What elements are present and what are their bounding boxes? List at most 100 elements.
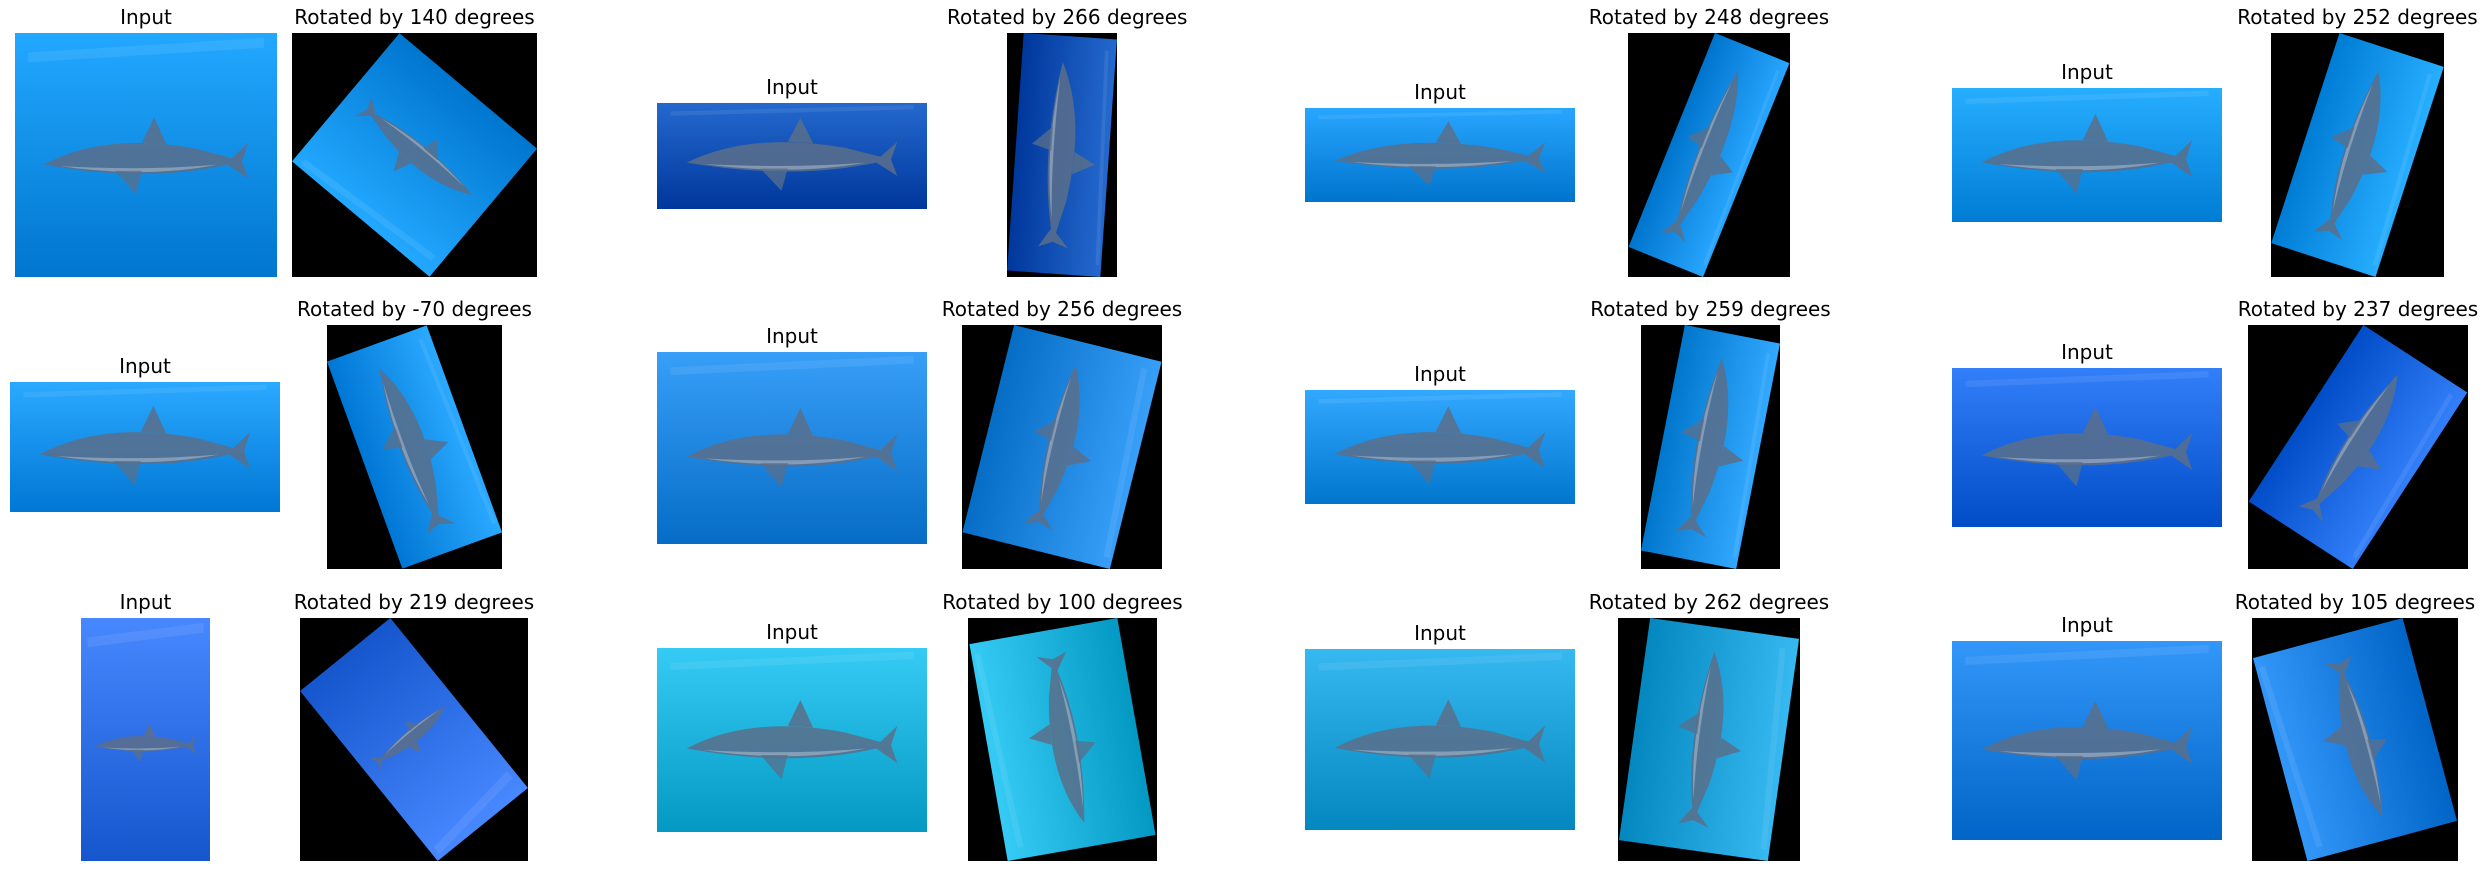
dolphin-dorsal-fin bbox=[1716, 737, 1742, 759]
rotated-panel: Rotated by 256 degrees bbox=[942, 295, 1182, 569]
rotated-title: Rotated by 105 degrees bbox=[2234, 590, 2476, 614]
input-panel: Input bbox=[1305, 360, 1575, 504]
rotated-photo-svg bbox=[1628, 33, 1790, 277]
input-panel: Input bbox=[1305, 619, 1575, 830]
input-panel: Input bbox=[657, 322, 927, 544]
dolphin-dorsal-fin bbox=[2082, 406, 2109, 435]
input-title: Input bbox=[1414, 362, 1466, 386]
rotated-image bbox=[1007, 33, 1117, 277]
input-panel: Input bbox=[1952, 58, 2222, 222]
input-image bbox=[1305, 108, 1575, 202]
input-title: Input bbox=[119, 590, 172, 614]
input-image bbox=[1305, 390, 1575, 504]
rotated-title: Rotated by 219 degrees bbox=[293, 590, 535, 614]
dolphin-dorsal-fin bbox=[2323, 726, 2346, 746]
dolphin-dorsal-fin bbox=[1711, 155, 1733, 176]
rotated-panel: Rotated by 262 degrees bbox=[1589, 588, 1829, 861]
rotated-panel: Rotated by -70 degrees bbox=[297, 295, 532, 569]
rotated-image bbox=[292, 33, 537, 277]
rotated-content bbox=[292, 33, 537, 277]
input-title: Input bbox=[2061, 340, 2113, 364]
dolphin-dorsal-fin bbox=[1071, 152, 1095, 175]
input-panel: Input bbox=[1952, 338, 2222, 527]
dolphin-body bbox=[1675, 357, 1729, 538]
input-photo-svg bbox=[1305, 390, 1575, 504]
input-panel: Input bbox=[10, 352, 280, 512]
input-title: Input bbox=[766, 75, 818, 99]
input-panel: Input bbox=[15, 3, 277, 277]
rotated-image bbox=[962, 325, 1162, 569]
input-image bbox=[657, 352, 927, 544]
input-title: Input bbox=[2061, 613, 2113, 637]
dolphin-dorsal-fin bbox=[2082, 700, 2109, 729]
dolphin-body bbox=[2323, 655, 2383, 817]
rotated-title: Rotated by 266 degrees bbox=[947, 5, 1188, 29]
dolphin-body bbox=[355, 97, 473, 195]
input-panel: Input bbox=[657, 73, 927, 209]
rotated-image bbox=[1628, 33, 1790, 277]
dolphin-dorsal-fin bbox=[408, 740, 421, 753]
rotated-photo-svg bbox=[2252, 618, 2458, 861]
input-image bbox=[657, 648, 927, 832]
input-panel: Input bbox=[1305, 78, 1575, 202]
rotated-image bbox=[968, 618, 1157, 861]
rotated-content bbox=[962, 325, 1162, 569]
dolphin-dorsal-fin bbox=[787, 408, 814, 436]
rotated-photo-svg bbox=[1007, 33, 1117, 277]
rotated-content bbox=[1628, 33, 1790, 277]
rotated-photo-svg bbox=[1618, 618, 1800, 861]
input-image bbox=[1305, 649, 1575, 830]
rotated-content bbox=[969, 618, 1156, 861]
rotated-photo-svg bbox=[2271, 33, 2444, 277]
rotated-photo-svg bbox=[292, 33, 537, 277]
input-image bbox=[1952, 641, 2222, 840]
rotated-image bbox=[2271, 33, 2444, 277]
dolphin-dorsal-fin bbox=[1029, 724, 1052, 745]
input-panel: Input bbox=[657, 618, 927, 832]
dolphin-body bbox=[379, 368, 456, 534]
rotated-content bbox=[1007, 33, 1117, 277]
input-photo-svg bbox=[81, 618, 210, 861]
rotated-panel: Rotated by 219 degrees bbox=[294, 588, 534, 861]
rotated-photo-svg bbox=[968, 618, 1157, 861]
rotated-image bbox=[2248, 325, 2468, 569]
rotated-content bbox=[2271, 33, 2444, 277]
dolphin-dorsal-fin bbox=[2362, 155, 2388, 175]
input-image bbox=[10, 382, 280, 512]
rotated-image bbox=[300, 618, 528, 861]
rotated-panel: Rotated by 100 degrees bbox=[942, 588, 1183, 861]
input-title: Input bbox=[1414, 621, 1466, 645]
input-image bbox=[1952, 368, 2222, 527]
rotated-panel: Rotated by 248 degrees bbox=[1589, 3, 1829, 277]
input-title: Input bbox=[766, 620, 818, 644]
dolphin-dorsal-fin bbox=[1435, 406, 1462, 434]
rotated-title: Rotated by 262 degrees bbox=[1588, 590, 1830, 614]
rotated-panel: Rotated by 237 degrees bbox=[2238, 295, 2478, 569]
input-image bbox=[81, 618, 210, 861]
rotated-title: Rotated by 256 degrees bbox=[941, 297, 1183, 321]
rotated-title: Rotated by 259 degrees bbox=[1590, 297, 1831, 321]
rotated-content bbox=[300, 618, 528, 861]
input-image bbox=[15, 33, 277, 277]
input-panel: Input bbox=[81, 588, 210, 861]
input-photo-svg bbox=[15, 33, 277, 277]
input-photo-svg bbox=[1305, 649, 1575, 830]
rotated-photo-svg bbox=[962, 325, 1162, 569]
rotated-title: Rotated by -70 degrees bbox=[297, 297, 532, 321]
dolphin-body bbox=[370, 705, 446, 771]
rotated-panel: Rotated by 252 degrees bbox=[2237, 3, 2478, 277]
input-photo-svg bbox=[1305, 108, 1575, 202]
input-title: Input bbox=[120, 5, 172, 29]
rotated-panel: Rotated by 259 degrees bbox=[1590, 295, 1831, 569]
dolphin-dorsal-fin bbox=[1435, 121, 1462, 144]
input-photo-svg bbox=[1952, 88, 2222, 222]
input-image bbox=[1952, 88, 2222, 222]
input-title: Input bbox=[119, 354, 171, 378]
input-photo-svg bbox=[657, 648, 927, 832]
rotated-title: Rotated by 140 degrees bbox=[294, 5, 535, 29]
rotated-title: Rotated by 252 degrees bbox=[2237, 5, 2478, 29]
input-title: Input bbox=[766, 324, 818, 348]
dolphin-dorsal-fin bbox=[787, 118, 814, 144]
rotated-title: Rotated by 248 degrees bbox=[1588, 5, 1830, 29]
